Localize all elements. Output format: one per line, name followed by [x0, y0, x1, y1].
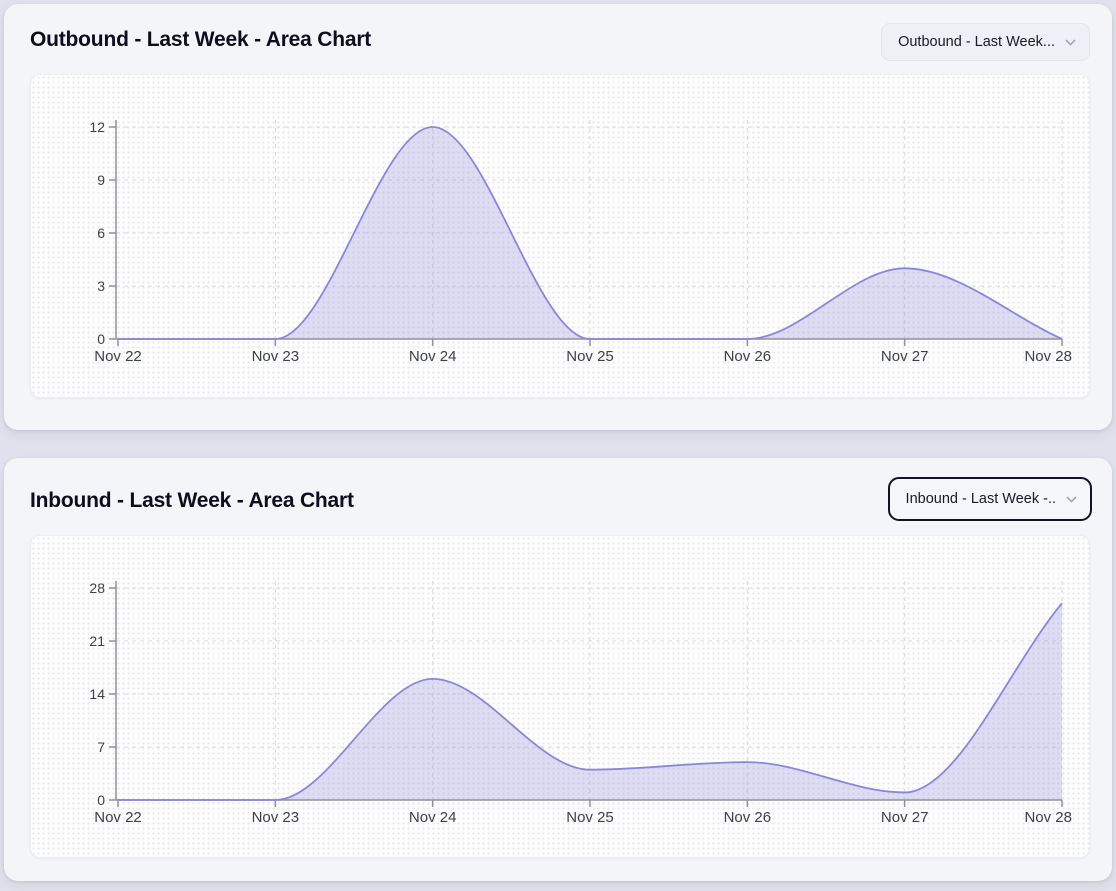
svg-text:0: 0 — [97, 331, 105, 347]
chevron-down-icon — [1065, 38, 1076, 46]
dropdown-label: Inbound - Last Week -.. — [905, 491, 1056, 507]
svg-text:Nov 27: Nov 27 — [881, 348, 929, 365]
outbound-chart-card: Outbound - Last Week - Area Chart Outbou… — [4, 4, 1112, 430]
svg-text:Nov 26: Nov 26 — [724, 348, 772, 365]
outbound-area-chart: 0 3 6 9 12 Nov 22 Nov 23 Nov 24 Nov 25 Nov 26 Nov … — [89, 119, 1072, 365]
page-title-inbound: Inbound - Last Week - Area Chart — [30, 489, 354, 512]
inbound-chart-select-dropdown[interactable]: Inbound - Last Week -.. — [887, 477, 1092, 521]
svg-text:Nov 26: Nov 26 — [724, 809, 772, 826]
svg-text:Nov 28: Nov 28 — [1024, 809, 1072, 826]
svg-text:6: 6 — [97, 225, 105, 241]
dropdown-label: Outbound - Last Week... — [898, 34, 1055, 50]
svg-text:12: 12 — [89, 119, 105, 135]
svg-text:Nov 28: Nov 28 — [1024, 348, 1072, 365]
svg-text:Nov 25: Nov 25 — [566, 348, 614, 365]
outbound-chart-panel: 0 3 6 9 12 Nov 22 Nov 23 Nov 24 Nov 25 Nov 26 Nov … — [30, 74, 1090, 398]
svg-text:Nov 25: Nov 25 — [566, 809, 614, 826]
svg-text:14: 14 — [89, 686, 105, 702]
inbound-chart-panel: 0 7 14 21 28 Nov 22 Nov 23 Nov 24 Nov 25 Nov 26 No… — [30, 535, 1090, 858]
svg-text:Nov 23: Nov 23 — [252, 348, 300, 365]
inbound-area-chart: 0 7 14 21 28 Nov 22 Nov 23 Nov 24 Nov 25 Nov 26 No… — [89, 580, 1072, 826]
svg-text:Nov 22: Nov 22 — [94, 348, 142, 365]
svg-text:21: 21 — [89, 633, 105, 649]
svg-text:28: 28 — [89, 580, 105, 596]
svg-text:9: 9 — [97, 172, 105, 188]
page-title-outbound: Outbound - Last Week - Area Chart — [30, 28, 372, 51]
svg-text:Nov 24: Nov 24 — [409, 348, 457, 365]
svg-text:3: 3 — [97, 278, 105, 294]
svg-text:Nov 24: Nov 24 — [409, 809, 457, 826]
svg-text:Nov 22: Nov 22 — [94, 809, 142, 826]
chevron-down-icon — [1066, 495, 1077, 503]
svg-text:Nov 23: Nov 23 — [252, 809, 300, 826]
inbound-chart-card: Inbound - Last Week - Area Chart Inbound… — [4, 458, 1112, 881]
svg-text:0: 0 — [97, 792, 105, 808]
svg-text:7: 7 — [97, 739, 105, 755]
svg-text:Nov 27: Nov 27 — [881, 809, 929, 826]
outbound-chart-select-dropdown[interactable]: Outbound - Last Week... — [881, 23, 1090, 61]
